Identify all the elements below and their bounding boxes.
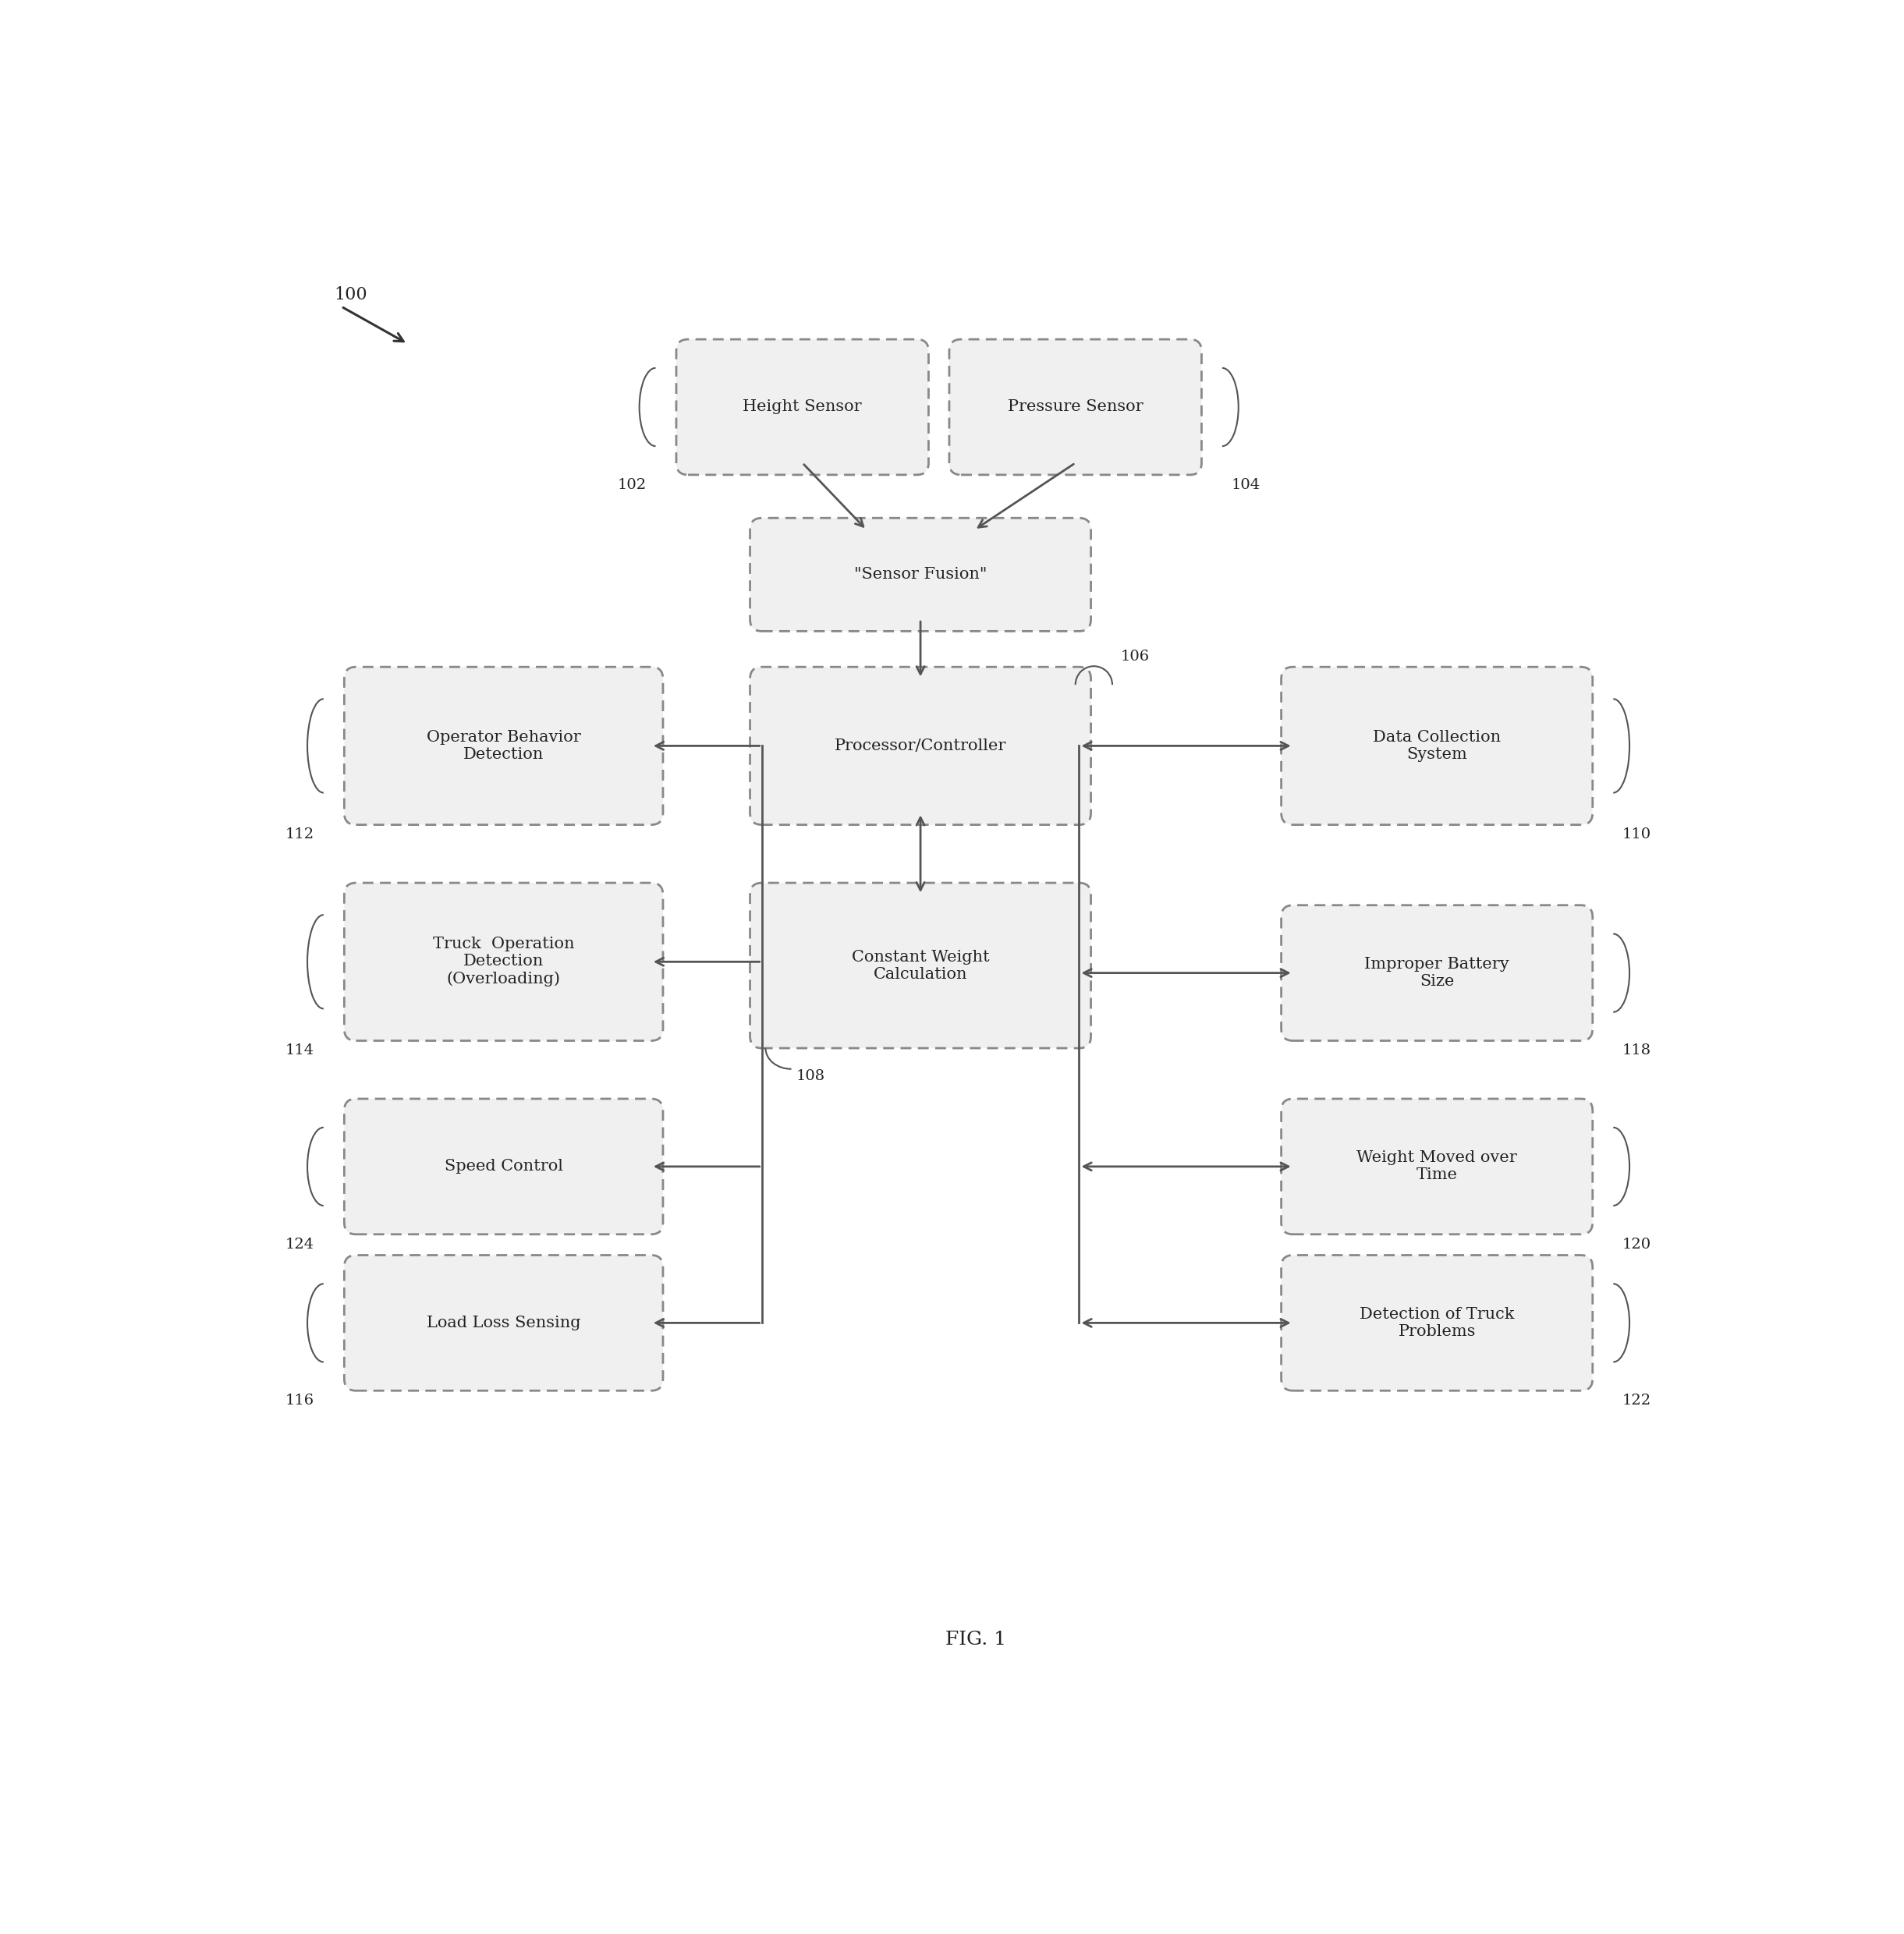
FancyBboxPatch shape: [345, 1099, 663, 1234]
FancyBboxPatch shape: [1281, 1099, 1592, 1234]
FancyBboxPatch shape: [750, 667, 1091, 824]
Text: 122: 122: [1622, 1394, 1651, 1408]
Text: 120: 120: [1622, 1238, 1651, 1251]
Text: Load Loss Sensing: Load Loss Sensing: [426, 1315, 581, 1331]
Text: 110: 110: [1622, 828, 1651, 841]
FancyBboxPatch shape: [750, 518, 1091, 630]
Text: 116: 116: [286, 1394, 314, 1408]
Text: 102: 102: [617, 478, 647, 491]
Text: 100: 100: [333, 286, 367, 304]
Text: Detection of Truck
Problems: Detection of Truck Problems: [1359, 1307, 1514, 1338]
Text: Pressure Sensor: Pressure Sensor: [1007, 400, 1142, 414]
FancyBboxPatch shape: [1281, 667, 1592, 824]
FancyBboxPatch shape: [345, 882, 663, 1040]
FancyBboxPatch shape: [676, 338, 929, 476]
Text: Truck  Operation
Detection
(Overloading): Truck Operation Detection (Overloading): [432, 936, 575, 986]
Text: 106: 106: [1120, 650, 1150, 663]
Text: 104: 104: [1232, 478, 1260, 491]
FancyBboxPatch shape: [345, 667, 663, 824]
Text: "Sensor Fusion": "Sensor Fusion": [855, 567, 986, 582]
Text: 112: 112: [286, 828, 314, 841]
Text: Constant Weight
Calculation: Constant Weight Calculation: [851, 950, 990, 981]
FancyBboxPatch shape: [1281, 905, 1592, 1040]
Text: Processor/Controller: Processor/Controller: [834, 739, 1007, 752]
Text: Improper Battery
Size: Improper Battery Size: [1365, 957, 1510, 988]
Text: FIG. 1: FIG. 1: [946, 1630, 1005, 1648]
Text: Operator Behavior
Detection: Operator Behavior Detection: [426, 729, 581, 762]
Text: 108: 108: [796, 1070, 824, 1083]
FancyBboxPatch shape: [345, 1255, 663, 1391]
Text: 114: 114: [286, 1044, 314, 1058]
Text: Height Sensor: Height Sensor: [743, 400, 863, 414]
Text: 118: 118: [1622, 1044, 1651, 1058]
Text: Speed Control: Speed Control: [444, 1158, 564, 1174]
Text: Weight Moved over
Time: Weight Moved over Time: [1358, 1151, 1517, 1182]
Text: 124: 124: [286, 1238, 314, 1251]
Text: Data Collection
System: Data Collection System: [1373, 729, 1500, 762]
FancyBboxPatch shape: [1281, 1255, 1592, 1391]
FancyBboxPatch shape: [950, 338, 1201, 476]
FancyBboxPatch shape: [750, 882, 1091, 1048]
